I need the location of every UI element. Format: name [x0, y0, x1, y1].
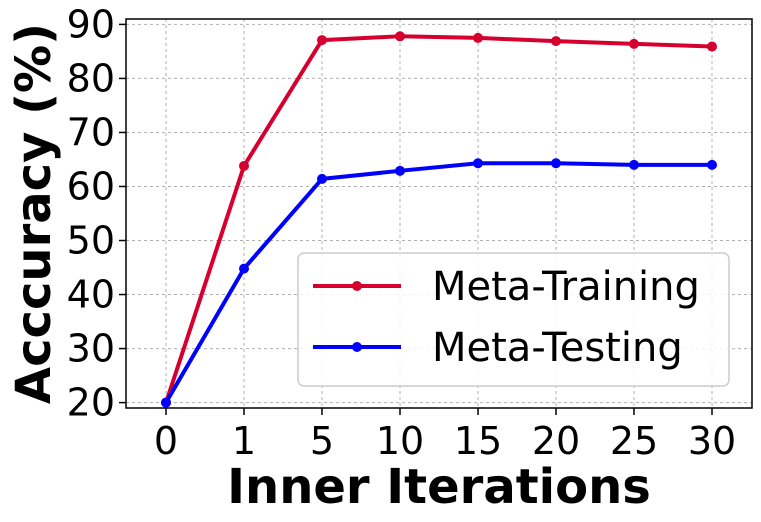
data-point	[395, 165, 405, 176]
legend-box	[297, 252, 730, 387]
series-meta-testing	[161, 158, 717, 408]
y-tick-label: 70	[67, 110, 115, 154]
data-point	[629, 38, 639, 49]
legend-items: Meta-Training Meta-Testing	[313, 264, 700, 371]
y-tick-label: 60	[67, 164, 115, 208]
series-layer	[161, 31, 717, 408]
x-tick-label: 1	[232, 419, 256, 463]
data-point	[161, 397, 171, 408]
x-tick-label: 10	[376, 419, 424, 463]
series-line	[164, 161, 712, 404]
x-tick-label: 0	[154, 419, 178, 463]
y-axis-ticks: 20 30 40 50 60 70 80 90	[67, 2, 126, 425]
x-tick-label: 20	[532, 419, 580, 463]
data-point	[707, 159, 717, 170]
legend-label: Meta-Testing	[432, 325, 683, 371]
data-point	[395, 31, 405, 42]
y-axis-label: Acccuracy (%)	[6, 23, 62, 404]
legend-label: Meta-Training	[432, 264, 700, 310]
x-axis-label: Inner Iterations	[227, 459, 651, 515]
data-point	[239, 263, 249, 274]
legend-entry: Meta-Training	[313, 264, 700, 310]
data-point	[551, 36, 561, 47]
data-point	[551, 158, 561, 169]
data-point	[629, 159, 639, 170]
y-tick-label: 80	[67, 56, 115, 100]
legend-swatch-marker	[352, 281, 362, 291]
y-tick-label: 90	[67, 2, 115, 46]
data-point	[239, 160, 249, 171]
plot-frame	[125, 18, 753, 409]
x-tick-label: 5	[310, 419, 334, 463]
x-tick-label: 30	[688, 419, 736, 463]
data-point	[317, 173, 327, 184]
legend-swatch-marker	[352, 342, 362, 352]
y-tick-label: 50	[67, 219, 115, 263]
data-point	[473, 32, 483, 43]
legend-entry: Meta-Testing	[313, 325, 683, 371]
legend: Meta-Training Meta-Testing	[297, 252, 730, 387]
x-tick-label: 25	[610, 419, 658, 463]
data-point	[707, 41, 717, 52]
y-tick-label: 30	[67, 327, 115, 371]
y-tick-label: 20	[67, 381, 115, 425]
x-tick-label: 15	[454, 419, 502, 463]
data-point	[317, 35, 327, 46]
series-line	[164, 34, 713, 404]
y-tick-label: 40	[67, 273, 115, 317]
x-axis-ticks: 0 1 5 10 15 20 25 30	[154, 408, 736, 463]
data-point	[473, 158, 483, 169]
